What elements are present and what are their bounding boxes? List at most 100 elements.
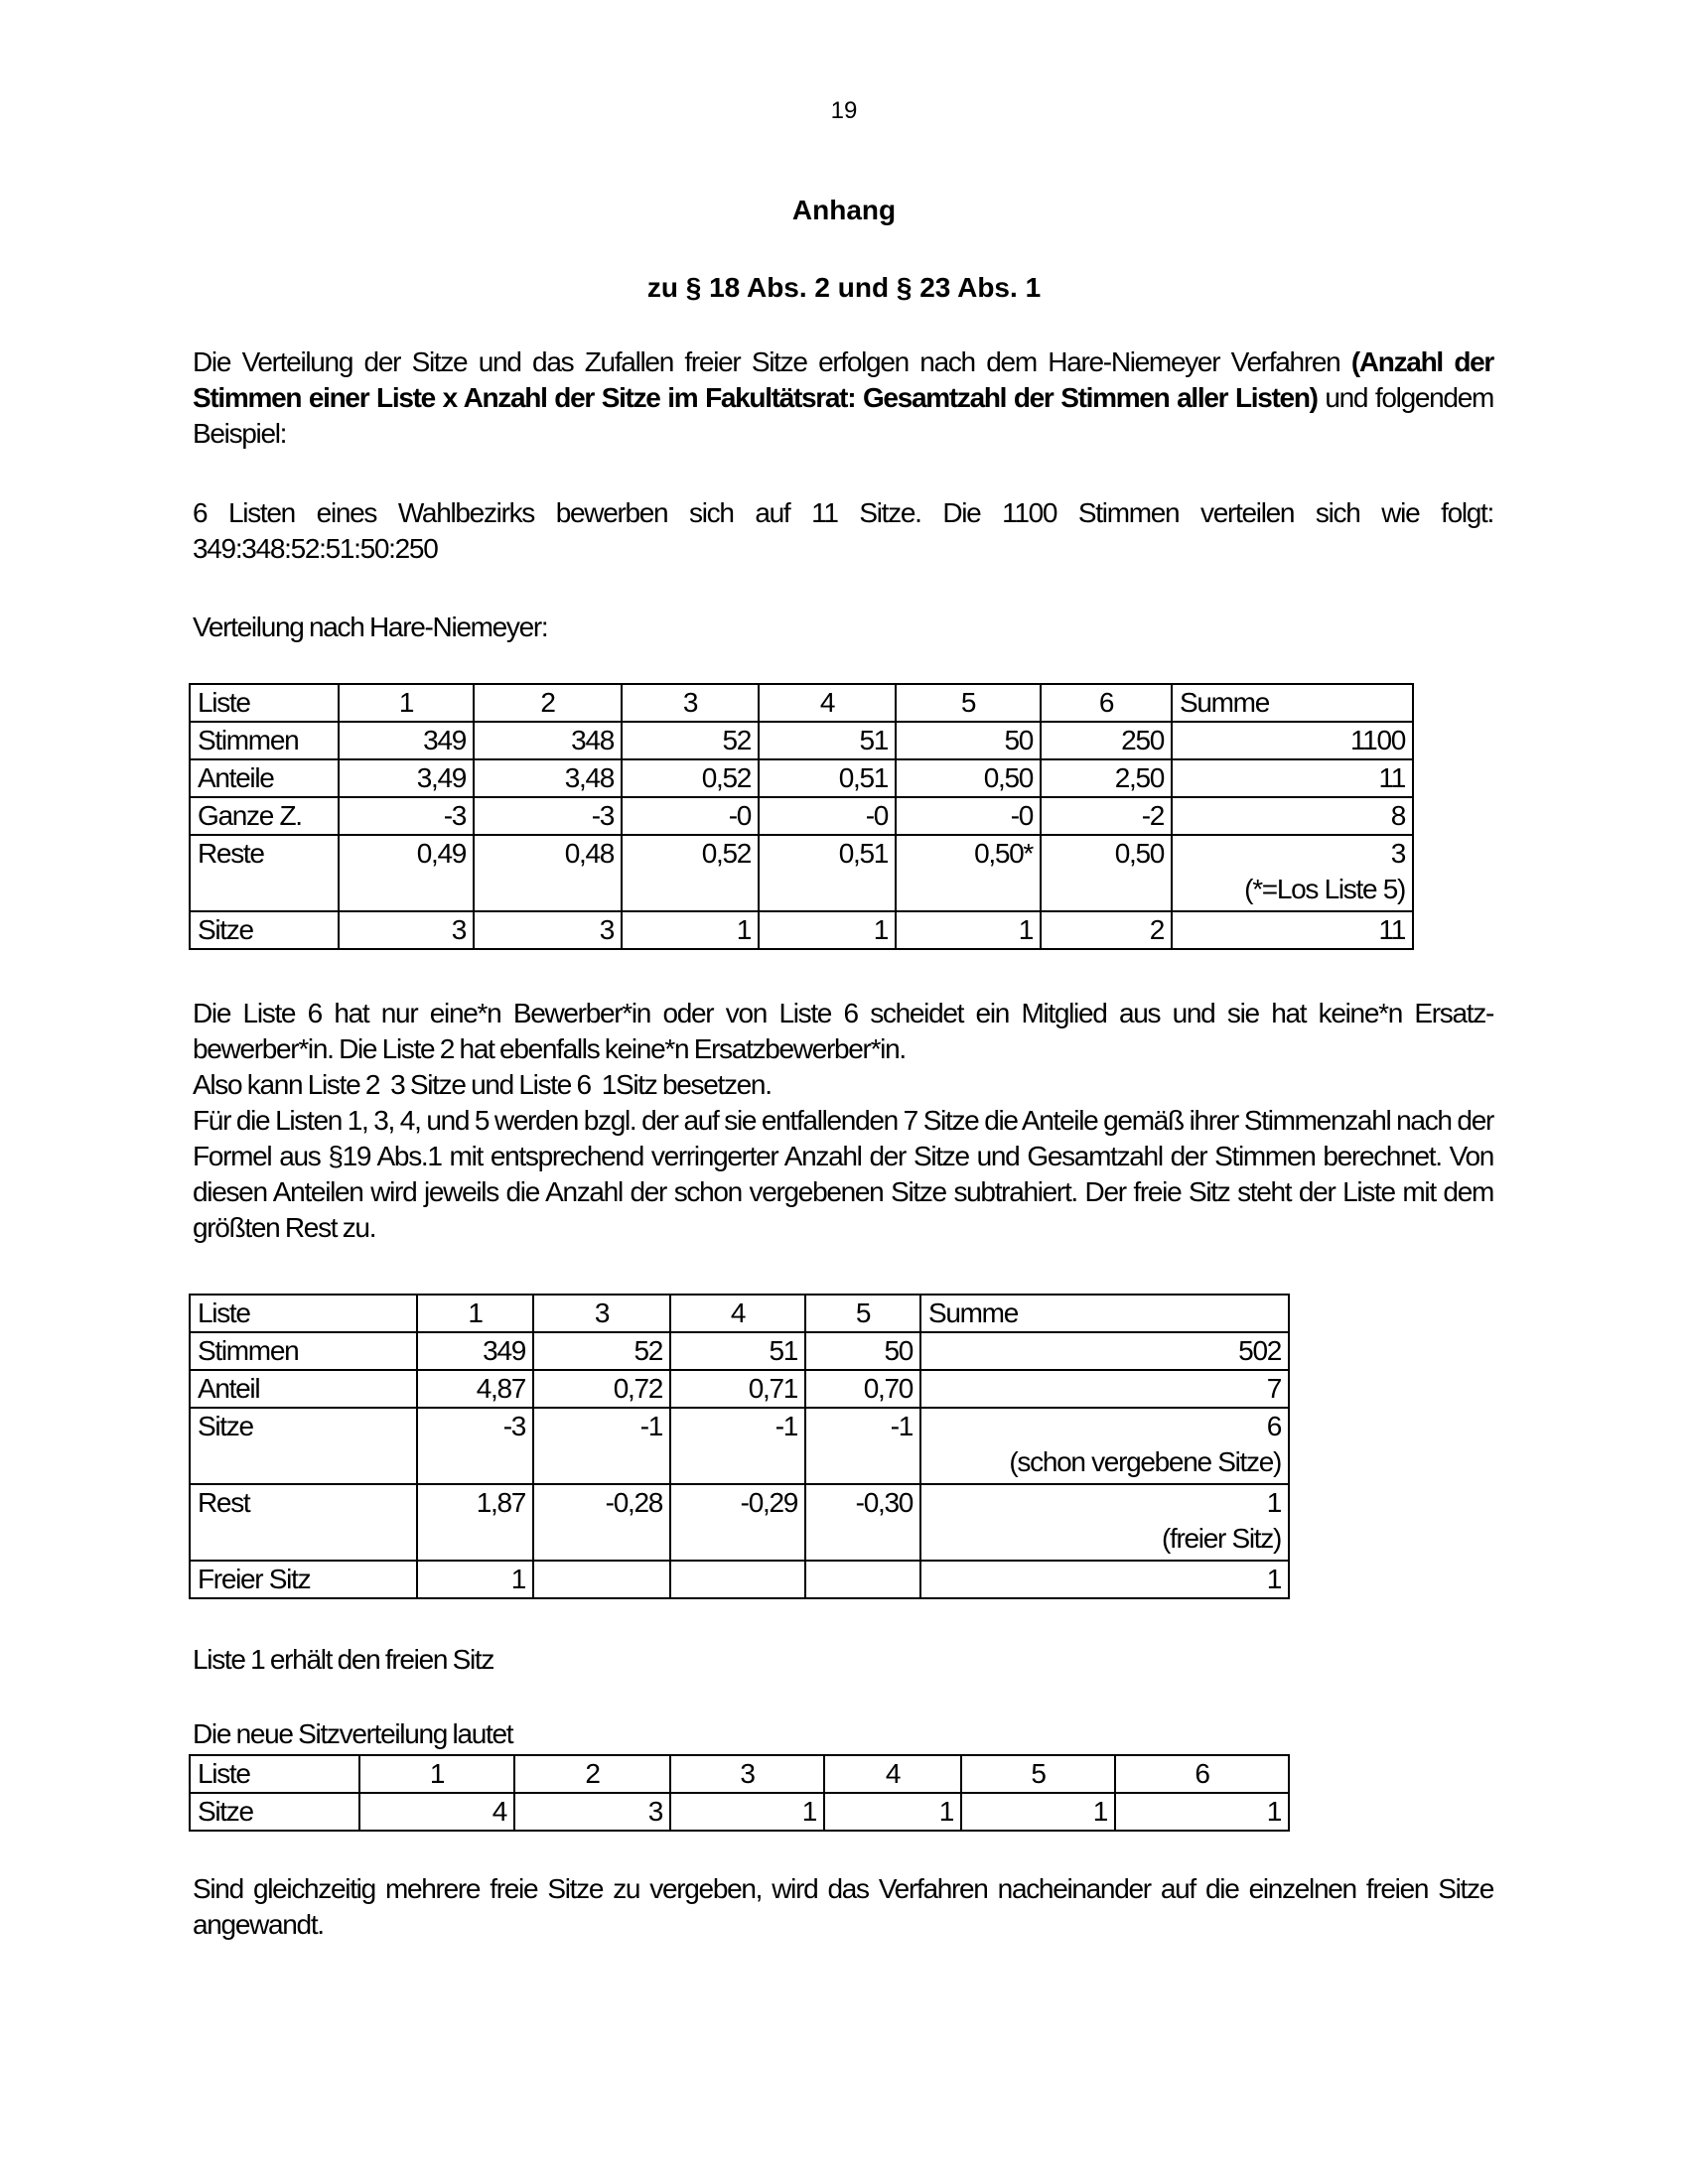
cell-value: Anteil [198,1373,261,1404]
table-cell [532,1560,671,1599]
cell-value: -3 [591,800,616,831]
cell-value: 0,50 [1114,838,1166,869]
header-cell: 1 [338,683,475,723]
new-distribution-table: Liste 1 2 3 4 5 6 Sitze 4 3 1 1 1 1 [189,1754,1290,1832]
cell-value: 0,70 [863,1373,914,1404]
cell-value: -3 [443,800,468,831]
table-cell: 0,50* [895,834,1042,912]
cell-value: 50 [884,1335,914,1366]
cell-value: 1 [510,1564,527,1594]
cell-value: 1 [736,914,753,945]
cell-value: 1 [1018,914,1035,945]
table-cell: -1 [532,1407,671,1485]
table-row: Sitze -3 -1 -1 -1 6 (schon vergebene Sitze) [189,1407,1290,1485]
table-cell: 0,71 [669,1369,806,1409]
table-cell: 3,49 [338,758,475,798]
table-cell: 1 [919,1560,1290,1599]
row-label: Sitze [189,910,340,950]
table-cell [669,1560,806,1599]
row-label: Rest [189,1483,418,1562]
row-label: Stimmen [189,721,340,760]
table-cell: 0,72 [532,1369,671,1409]
row-label: Sitze [189,1407,418,1485]
page-subtitle: zu § 18 Abs. 2 und § 23 Abs. 1 [646,272,1042,303]
row-label: Anteil [189,1369,418,1409]
new-distribution-heading: Die neue Sitzverteilung lautet [193,1718,514,1749]
cell-value: -0,28 [605,1487,664,1518]
cell-value: 52 [633,1335,663,1366]
cell-value: 0,51 [838,762,890,793]
table-cell: 1 (freier Sitz) [919,1483,1290,1562]
table-cell: 1 [416,1560,534,1599]
cell-value: 349 [483,1335,526,1366]
header-cell: 5 [895,683,1042,723]
header-cell: 5 [960,1754,1116,1794]
table-cell: 1 [758,910,897,950]
cell-value: 0,51 [838,838,890,869]
row-label: Stimmen [189,1331,418,1371]
header-cell: 3 [532,1294,671,1333]
intro-paragraph: Die Verteilung der Sitze und das Zufalle… [193,344,1494,452]
table-cell: 0,50 [1040,834,1173,912]
cell-value: 3,49 [416,762,468,793]
cell-value: 4,87 [476,1373,527,1404]
cell-value: -0 [728,800,753,831]
table-cell: 3 [338,910,475,950]
closing-paragraph: Sind gleichzeitig mehrere freie Sitze zu… [193,1873,1494,1940]
table-row: Anteil 4,87 0,72 0,71 0,70 7 [189,1369,1290,1409]
cell-value: -1 [774,1411,799,1441]
table-cell: -3 [338,796,475,836]
table-cell: 1 [669,1792,825,1832]
cell-value: 0,71 [748,1373,799,1404]
header-cell: 4 [823,1754,962,1794]
distribution-heading: Verteilung nach Hare-Niemeyer: [193,612,549,642]
header-cell: 3 [669,1754,825,1794]
header-cell: 3 [621,683,760,723]
distribution-table: Liste 1 2 3 4 5 6 Summe Stimmen 349 348 52 51 50 250 11… [189,683,1414,950]
cell-note: (*=Los Liste 5) [1244,874,1406,904]
header-cell: 2 [473,683,623,723]
cell-value: 1 [1266,1796,1283,1827]
cell-value: 0,72 [613,1373,664,1404]
cell-value: 50 [1004,725,1034,755]
table-cell: 52 [621,721,760,760]
cell-value: 3 [1390,838,1407,869]
table-cell: 349 [416,1331,534,1371]
cell-value: 3 [451,914,468,945]
table-cell: 3 (*=Los Liste 5) [1171,834,1414,912]
result-text: Liste 1 erhält den freien Sitz [193,1644,494,1675]
cell-value: 0,48 [564,838,616,869]
cell-value: -0,29 [740,1487,799,1518]
cell-value: 11 [1378,914,1407,945]
cell-value: 1 [938,1796,955,1827]
cell-value: 51 [769,1335,798,1366]
cell-value: 1 [1266,1564,1283,1594]
cell-value: 1 [873,914,890,945]
cell-value: 0,50 [983,762,1035,793]
table-cell: 11 [1171,910,1414,950]
cell-value: 250 [1121,725,1165,755]
cell-value: 11 [1378,762,1407,793]
header-cell: Liste [189,683,340,723]
example-paragraph: 6 Listen eines Wahlbezirks bewerben sich… [193,497,1494,564]
table-cell: 1100 [1171,721,1414,760]
header-cell: 4 [758,683,897,723]
table-cell: 1,87 [416,1483,534,1562]
table-cell: 11 [1171,758,1414,798]
table-cell: -0 [758,796,897,836]
table-row: Stimmen 349 52 51 50 502 [189,1331,1290,1371]
table-cell: 2 [1040,910,1173,950]
table-cell: 3 [513,1792,671,1832]
cell-value: 1100 [1349,725,1406,755]
cell-value: 2,50 [1114,762,1166,793]
table-cell: 0,70 [804,1369,921,1409]
table-row: Reste 0,49 0,48 0,52 0,51 0,50* 0,50 3 (*=Los Li… [189,834,1414,912]
row-label: Anteile [189,758,340,798]
cell-value: 4 [492,1796,508,1827]
table-cell: -3 [473,796,623,836]
table-cell: -2 [1040,796,1173,836]
cell-value: Sitze [198,914,254,945]
cell-value: -2 [1141,800,1166,831]
table-cell: 250 [1040,721,1173,760]
header-cell: Summe [919,1294,1290,1333]
